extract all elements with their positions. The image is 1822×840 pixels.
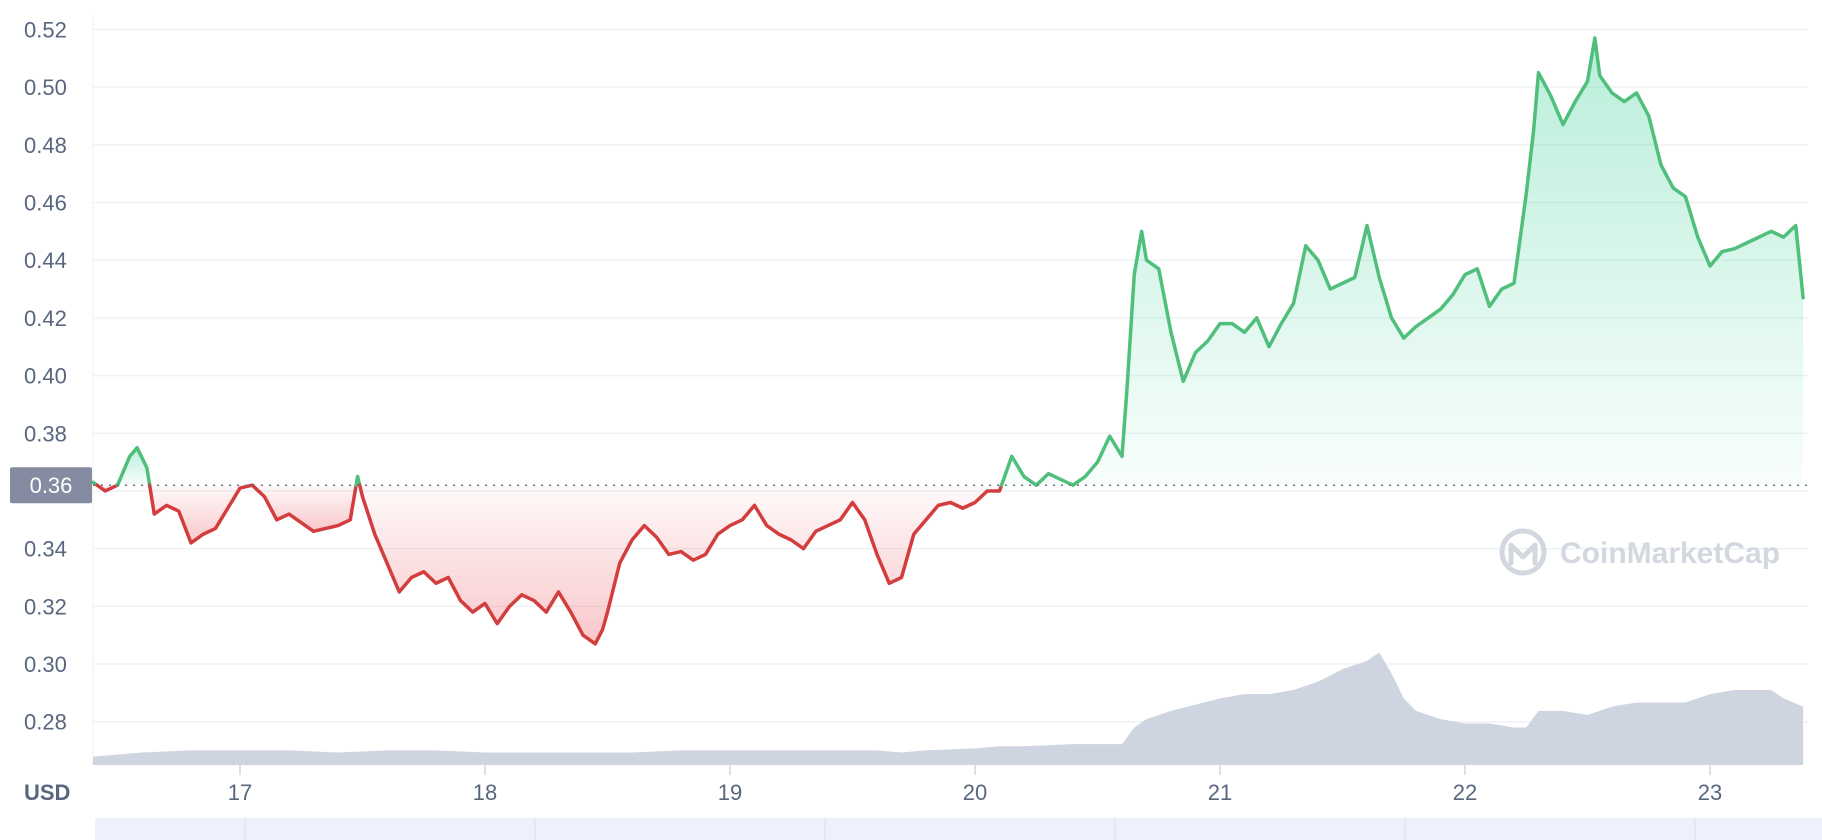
y-tick-label: 0.32 xyxy=(24,594,67,619)
reference-line: 0.36 xyxy=(10,467,1808,504)
line-segment-down xyxy=(147,483,254,545)
range-navigator[interactable] xyxy=(95,818,1822,840)
coinmarketcap-watermark: CoinMarketCap xyxy=(1499,528,1780,576)
y-tick-label: 0.48 xyxy=(24,133,67,158)
price-line xyxy=(91,36,1805,646)
x-axis-ticks: 17 18 19 20 21 22 23 xyxy=(228,765,1722,805)
x-tick-label: 23 xyxy=(1698,780,1722,805)
y-tick-label: 0.34 xyxy=(24,537,67,562)
line-segment-down xyxy=(95,483,120,493)
line-segment-down xyxy=(250,483,358,534)
x-tick-label: 17 xyxy=(228,780,252,805)
x-tick-label: 22 xyxy=(1453,780,1477,805)
volume-area-shape xyxy=(93,652,1804,765)
fill-segment-up xyxy=(1001,38,1804,486)
volume-area xyxy=(93,652,1804,765)
watermark-text: CoinMarketCap xyxy=(1560,537,1780,570)
currency-label: USD xyxy=(24,780,70,805)
line-segment-up xyxy=(999,36,1805,487)
fill-segment-down xyxy=(359,485,1002,644)
x-tick-label: 20 xyxy=(963,780,987,805)
y-tick-label: 0.52 xyxy=(24,17,67,42)
y-tick-label: 0.30 xyxy=(24,652,67,677)
y-tick-label: 0.40 xyxy=(24,364,67,389)
fill-segment-down xyxy=(252,485,357,532)
y-tick-label: 0.46 xyxy=(24,191,67,216)
y-tick-label: 0.28 xyxy=(24,710,67,735)
line-segment-up xyxy=(354,474,362,487)
reference-label-badge xyxy=(10,467,92,504)
x-tick-label: 18 xyxy=(473,780,497,805)
range-navigator-dividers xyxy=(244,818,1696,840)
y-tick-label: 0.38 xyxy=(24,421,67,446)
y-tick-label: 0.44 xyxy=(24,248,67,273)
y-tick-label: 0.50 xyxy=(24,75,67,100)
y-axis-ticks: 0.28 0.30 0.32 0.34 0.38 0.40 0.42 0.44 0.46 0.48… xyxy=(24,17,67,734)
reference-label: 0.36 xyxy=(30,473,73,498)
y-tick-label: 0.42 xyxy=(24,306,67,331)
price-fill xyxy=(93,38,1804,644)
coinmarketcap-logo-icon xyxy=(1499,528,1547,576)
line-segment-up xyxy=(115,445,152,487)
x-tick-label: 21 xyxy=(1208,780,1232,805)
line-segment-down xyxy=(357,483,1004,646)
x-tick-label: 19 xyxy=(718,780,742,805)
fill-segment-down xyxy=(149,485,253,543)
